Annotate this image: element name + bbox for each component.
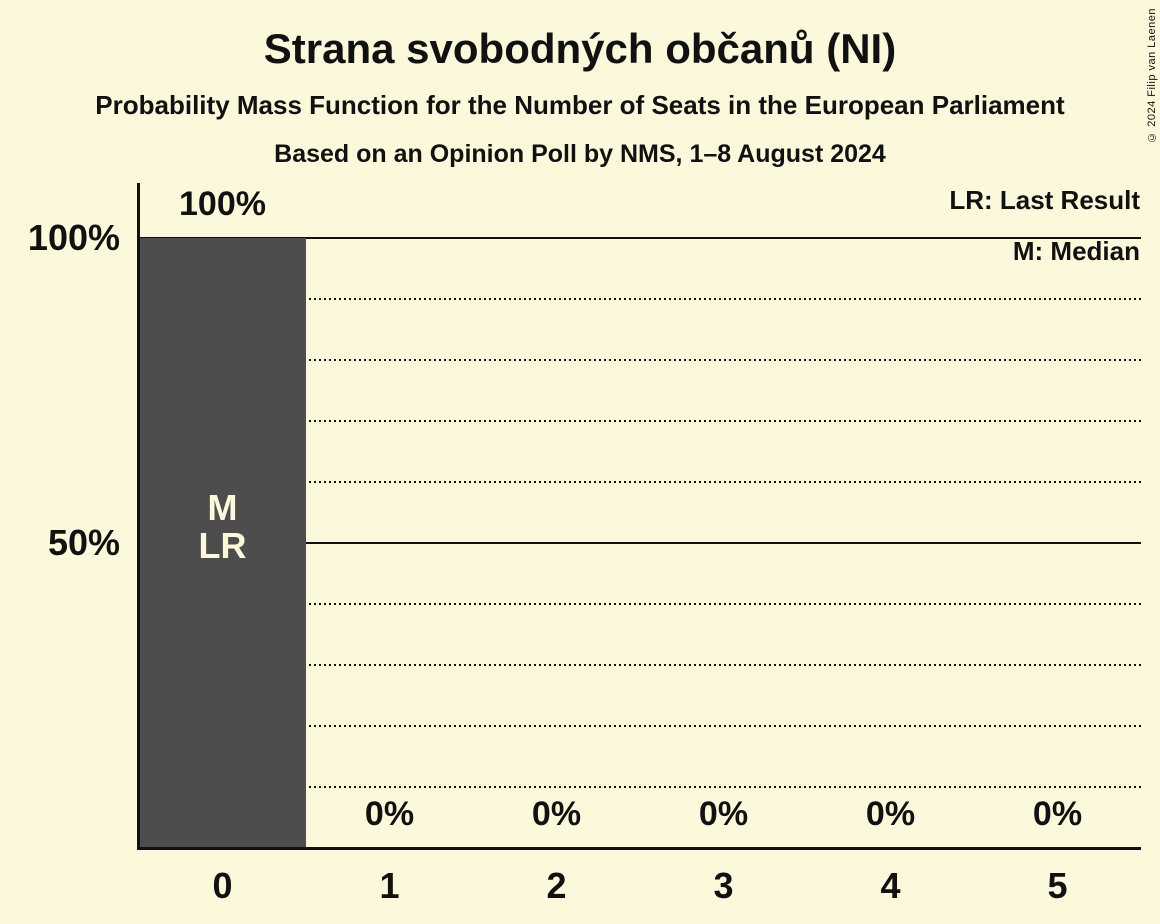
bar-value-label-seat-1: 0% (364, 795, 415, 833)
gridline-solid-100 (139, 237, 1141, 239)
bar-seat-0 (139, 238, 306, 848)
bar-value-label-seat-4: 0% (865, 795, 916, 833)
bar-value-label-seat-0: 100% (179, 185, 266, 223)
gridline-solid-50 (139, 542, 1141, 544)
legend-last-result: LR: Last Result (949, 185, 1140, 215)
y-tick-label-100: 100% (27, 217, 120, 258)
x-tick-label-0: 0 (212, 865, 233, 906)
last-result-marker: LR (198, 525, 247, 566)
x-tick-label-1: 1 (379, 865, 400, 906)
x-tick-label-3: 3 (713, 865, 734, 906)
gridline-dotted-40 (139, 603, 1141, 605)
bar-value-label-seat-5: 0% (1032, 795, 1083, 833)
legend-median: M: Median (1012, 236, 1140, 266)
gridline-dotted-80 (139, 359, 1141, 361)
gridline-dotted-60 (139, 481, 1141, 483)
gridline-dotted-70 (139, 420, 1141, 422)
gridline-dotted-90 (139, 298, 1141, 300)
gridline-dotted-10 (139, 786, 1141, 788)
poll-source-caption: Based on an Opinion Poll by NMS, 1–8 Aug… (274, 140, 886, 168)
bar-value-label-seat-3: 0% (698, 795, 749, 833)
chart-subtitle: Probability Mass Function for the Number… (95, 90, 1065, 120)
gridline-dotted-20 (139, 725, 1141, 727)
median-marker: M (207, 487, 238, 528)
y-tick-label-50: 50% (47, 522, 120, 563)
y-axis-line (137, 183, 140, 850)
x-tick-label-4: 4 (880, 865, 901, 906)
x-tick-label-2: 2 (546, 865, 567, 906)
gridline-dotted-30 (139, 664, 1141, 666)
bar-value-label-seat-2: 0% (531, 795, 582, 833)
chart-title: Strana svobodných občanů (NI) (263, 25, 897, 72)
copyright-notice: © 2024 Filip van Laenen (1146, 8, 1158, 143)
x-tick-label-5: 5 (1047, 865, 1068, 906)
x-axis-line (137, 847, 1141, 850)
bar-annotation-seat-0: M LR (139, 489, 306, 565)
